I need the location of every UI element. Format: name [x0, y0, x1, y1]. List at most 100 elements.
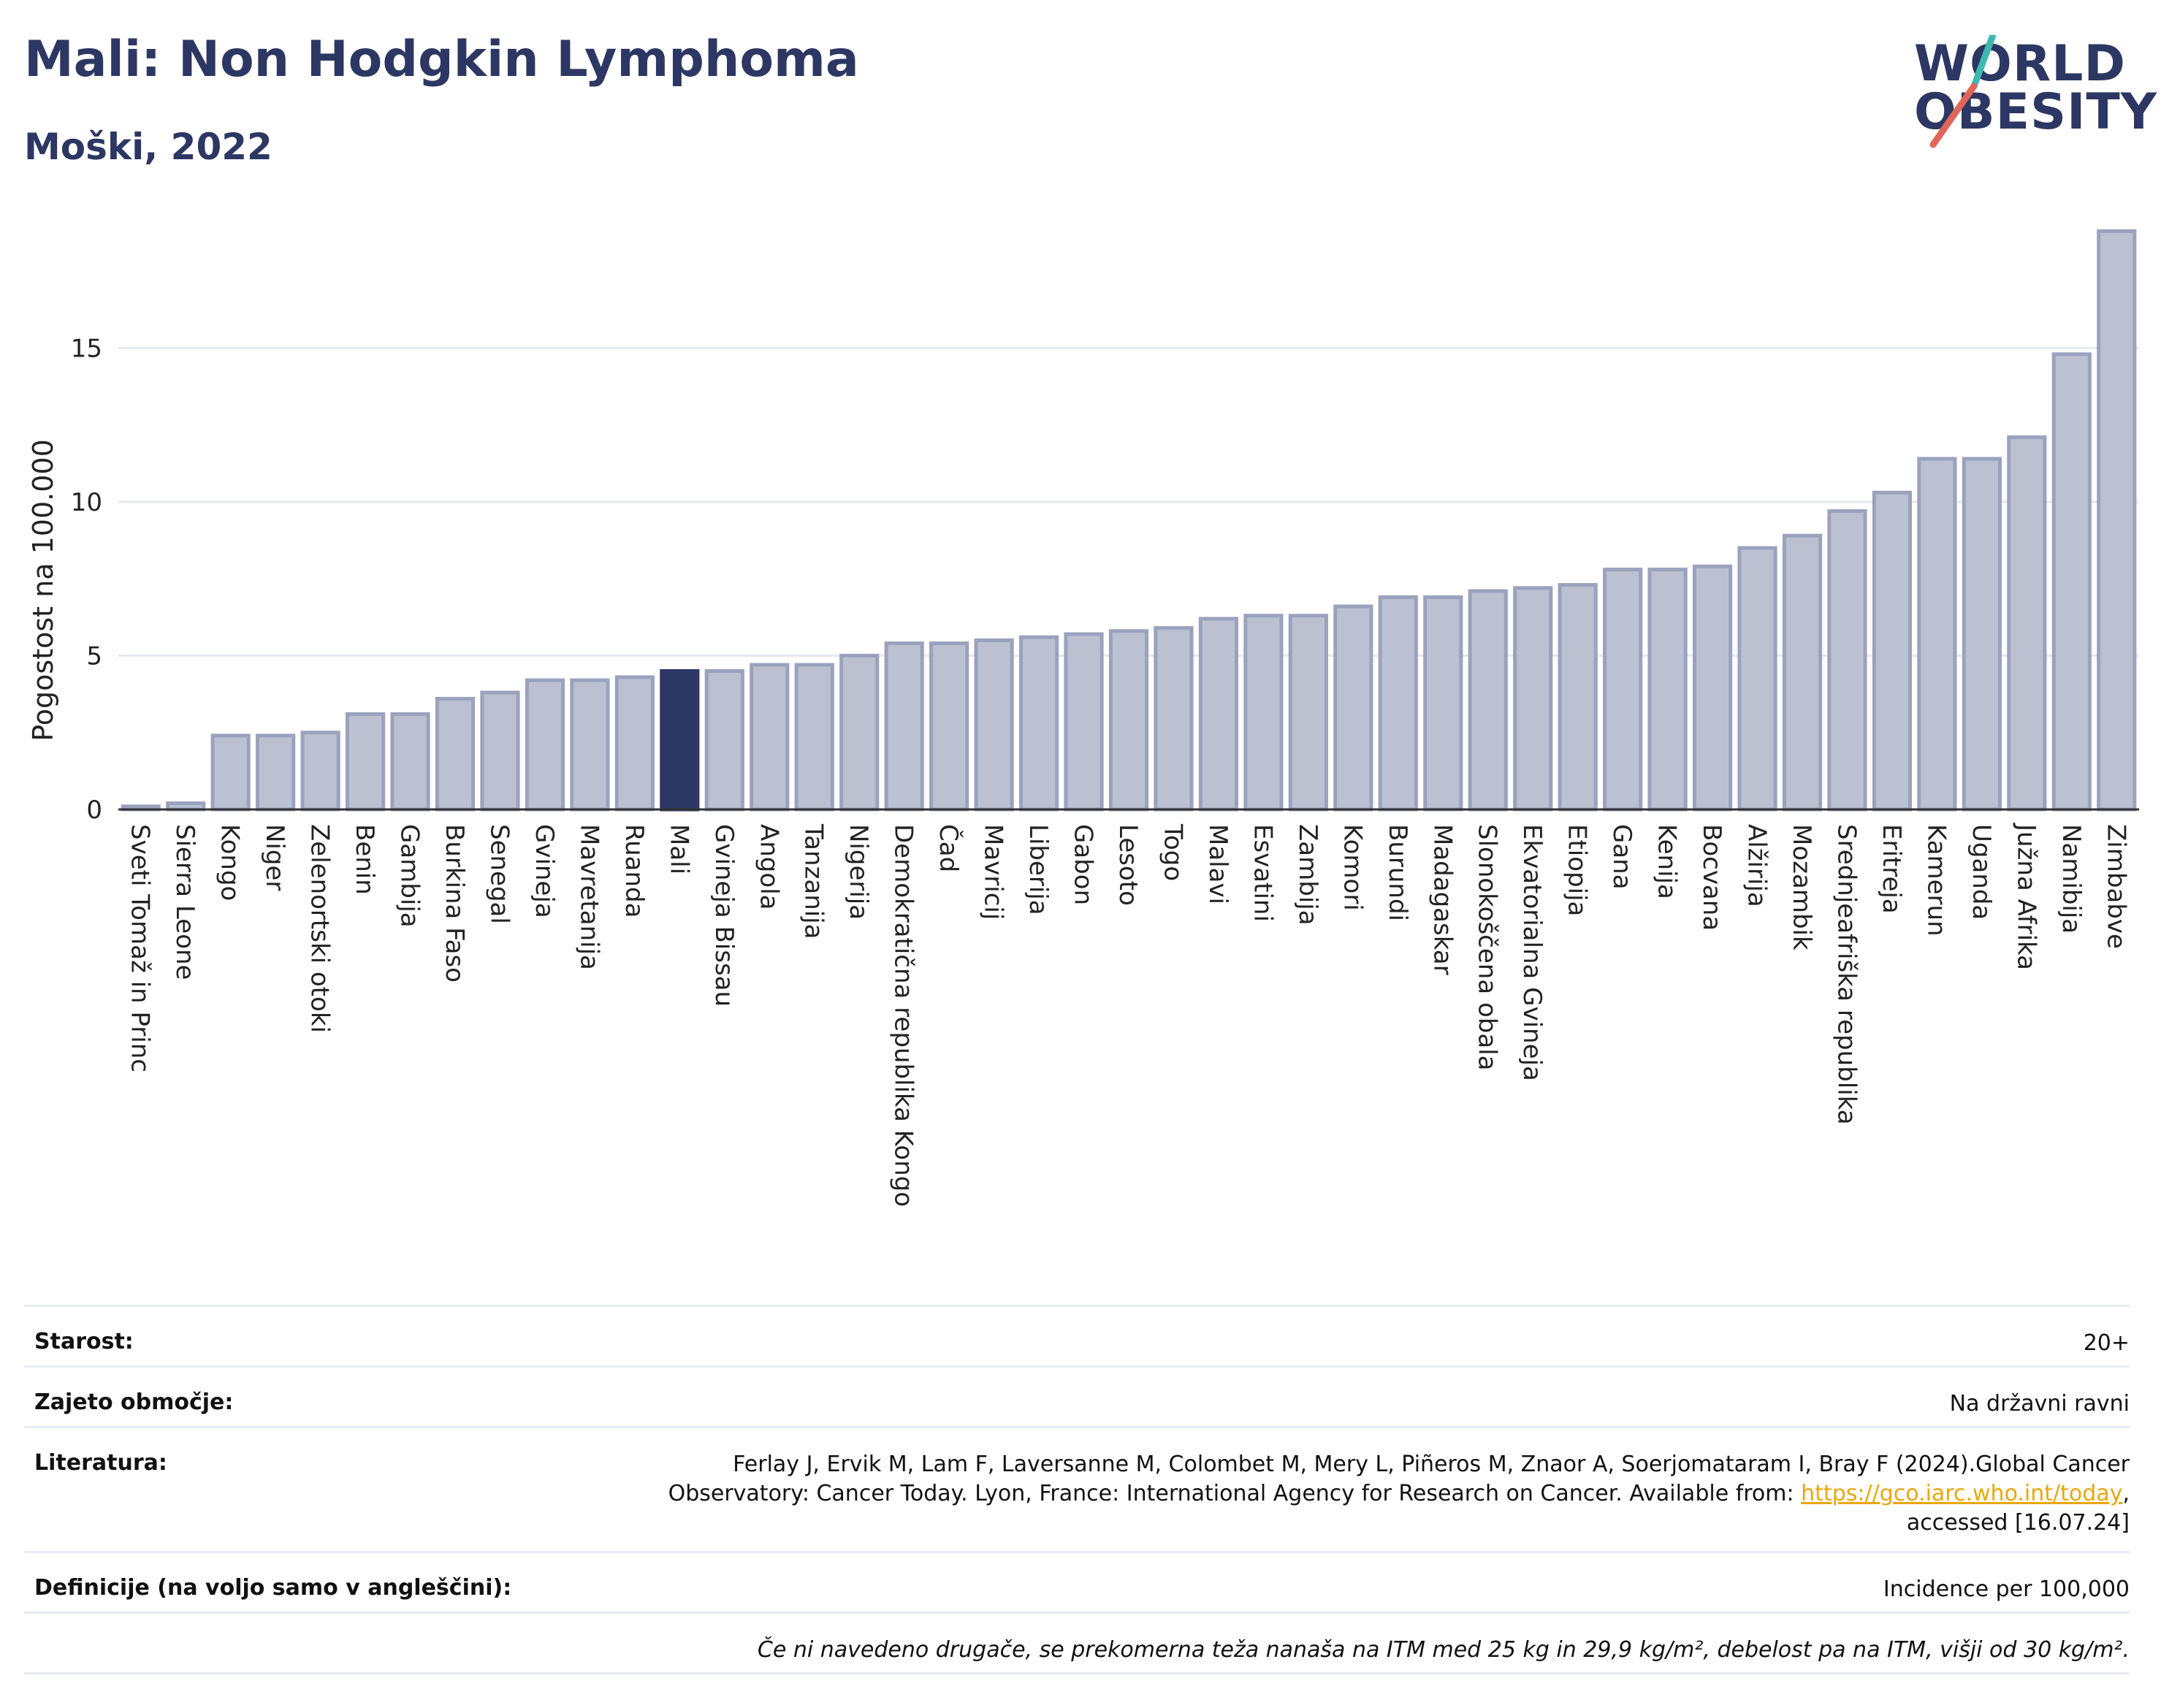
x-tick-label: Komori — [1338, 824, 1367, 911]
bar — [839, 653, 880, 812]
logo-slash-icon — [1929, 35, 1997, 148]
x-tick-label: Zelenortski otoki — [305, 824, 335, 1033]
age-value: 20+ — [2083, 1330, 2130, 1356]
x-tick-label: Čad — [934, 824, 964, 872]
bar — [1603, 568, 1643, 812]
chart-subtitle: Moški, 2022 — [24, 126, 272, 168]
x-tick-label: Benin — [350, 824, 379, 895]
meta-row-age: Starost: 20+ — [24, 1305, 2130, 1365]
y-tick-label: 15 — [71, 334, 102, 363]
x-tick-label: Angola — [754, 824, 783, 910]
meta-row-literature: Literatura: Ferlay J, Ervik M, Lam F, La… — [24, 1426, 2130, 1551]
x-tick-label: Gvineja Bissau — [709, 824, 739, 1007]
y-axis-title: Pogostost na 100.000 — [27, 439, 59, 741]
world-obesity-logo: WORLD OBESITY — [1907, 35, 2157, 159]
literature-line-2-text: Observatory: Cancer Today. Lyon, France:… — [668, 1481, 1802, 1506]
x-tick-label: Ekvatorialna Gvineja — [1517, 824, 1547, 1081]
axes: 0 5 10 15 — [71, 334, 2139, 825]
x-tick-label: Gabon — [1069, 824, 1098, 905]
meta-row-area: Zajeto območje: Na državni ravni — [24, 1365, 2130, 1426]
x-tick-label: Nigerija — [844, 824, 873, 920]
literature-line-1: Ferlay J, Ervik M, Lam F, Laversanne M, … — [733, 1452, 2130, 1477]
bar — [704, 669, 744, 812]
bar — [300, 731, 340, 812]
footnote: Če ni navedeno drugače, se prekomerna te… — [757, 1637, 2130, 1663]
x-tick-label: Namibija — [2057, 824, 2086, 934]
x-tick-label: Kongo — [216, 824, 245, 901]
bar — [660, 669, 700, 812]
bar — [1692, 564, 1733, 812]
bar — [974, 638, 1014, 812]
bar — [1737, 546, 1777, 812]
bar — [435, 696, 476, 812]
bar — [480, 690, 520, 812]
bar — [1288, 614, 1328, 812]
meta-row-note: Če ni navedeno drugače, se prekomerna te… — [24, 1612, 2130, 1674]
bar — [1917, 457, 1957, 812]
metadata-table: Starost: 20+ Zajeto območje: Na državni … — [24, 1305, 2130, 1674]
x-tick-label: Liberija — [1024, 824, 1053, 915]
x-tick-label: Tanzanija — [799, 823, 828, 939]
x-tick-label: Malavi — [1203, 824, 1232, 904]
x-tick-label: Bocvana — [1697, 824, 1726, 931]
bar — [929, 641, 969, 812]
bar — [614, 675, 655, 812]
x-tick-label: Lesoto — [1113, 824, 1143, 906]
literature-label: Literatura: — [34, 1450, 167, 1476]
x-tick-label: Mavricij — [979, 824, 1008, 920]
bar — [2097, 229, 2137, 812]
bars — [121, 229, 2137, 812]
x-tick-label: Zimbabve — [2101, 824, 2130, 949]
x-tick-label: Togo — [1158, 823, 1187, 881]
x-tick-label: Kenija — [1653, 824, 1682, 899]
bar — [1198, 617, 1239, 812]
x-tick-label: Burkina Faso — [440, 824, 469, 983]
y-tick-label: 10 — [71, 488, 102, 517]
x-tick-label: Ruanda — [620, 824, 649, 918]
logo-word-world: WORLD — [1914, 35, 2126, 93]
x-tick-label: Niger — [260, 824, 289, 891]
bar — [884, 641, 924, 812]
bar — [1782, 533, 1823, 812]
definitions-label: Definicije (na voljo samo v angleščini): — [34, 1575, 512, 1601]
x-tick-label: Alžirija — [1742, 824, 1772, 907]
bar — [1827, 509, 1867, 812]
bar — [2051, 352, 2092, 812]
bar — [750, 663, 790, 812]
age-label: Starost: — [34, 1329, 134, 1354]
x-tick-label: Slonokoščena obala — [1473, 824, 1502, 1070]
x-tick-label: Sveti Tomaž in Princ — [126, 824, 155, 1072]
literature-value: Ferlay J, Ervik M, Lam F, Laversanne M, … — [668, 1450, 2130, 1538]
meta-row-definitions: Definicije (na voljo samo v angleščini):… — [24, 1551, 2130, 1612]
bar — [256, 733, 296, 812]
category-labels: Sveti Tomaž in Princ Sierra Leone Kongo Nig… — [126, 823, 2131, 1207]
x-tick-label: Mavretanija — [574, 824, 603, 970]
bar — [390, 712, 430, 812]
x-tick-label: Madagaskar — [1428, 824, 1457, 975]
literature-line-2-comma: , — [2122, 1481, 2130, 1506]
bar — [1962, 457, 2002, 812]
x-tick-label: Južna Afrika — [2011, 823, 2040, 970]
bar — [525, 678, 565, 812]
x-tick-label: Esvatini — [1248, 824, 1277, 922]
bar — [1243, 614, 1284, 812]
x-tick-label: Kamerun — [1921, 824, 1951, 937]
x-tick-label: Etiopija — [1563, 824, 1592, 916]
bar — [1154, 626, 1194, 812]
area-label: Zajeto območje: — [34, 1389, 234, 1415]
bar — [1468, 589, 1508, 812]
x-tick-label: Mozambik — [1787, 824, 1816, 950]
bar — [1423, 595, 1463, 812]
x-tick-label: Zambija — [1293, 824, 1322, 926]
bar — [1018, 635, 1059, 812]
x-tick-label: Gambija — [395, 824, 424, 928]
chart-title: Mali: Non Hodgkin Lymphoma — [24, 31, 859, 88]
bar — [794, 663, 834, 812]
bar — [570, 678, 610, 812]
x-tick-label: Senegal — [484, 824, 514, 924]
x-tick-label: Mali — [664, 824, 693, 874]
literature-line-2: Observatory: Cancer Today. Lyon, France:… — [668, 1479, 2130, 1509]
literature-link[interactable]: https://gco.iarc.who.int/today — [1801, 1481, 2123, 1506]
x-tick-label: Demokratična republika Kongo — [889, 824, 918, 1207]
bar — [345, 712, 386, 812]
